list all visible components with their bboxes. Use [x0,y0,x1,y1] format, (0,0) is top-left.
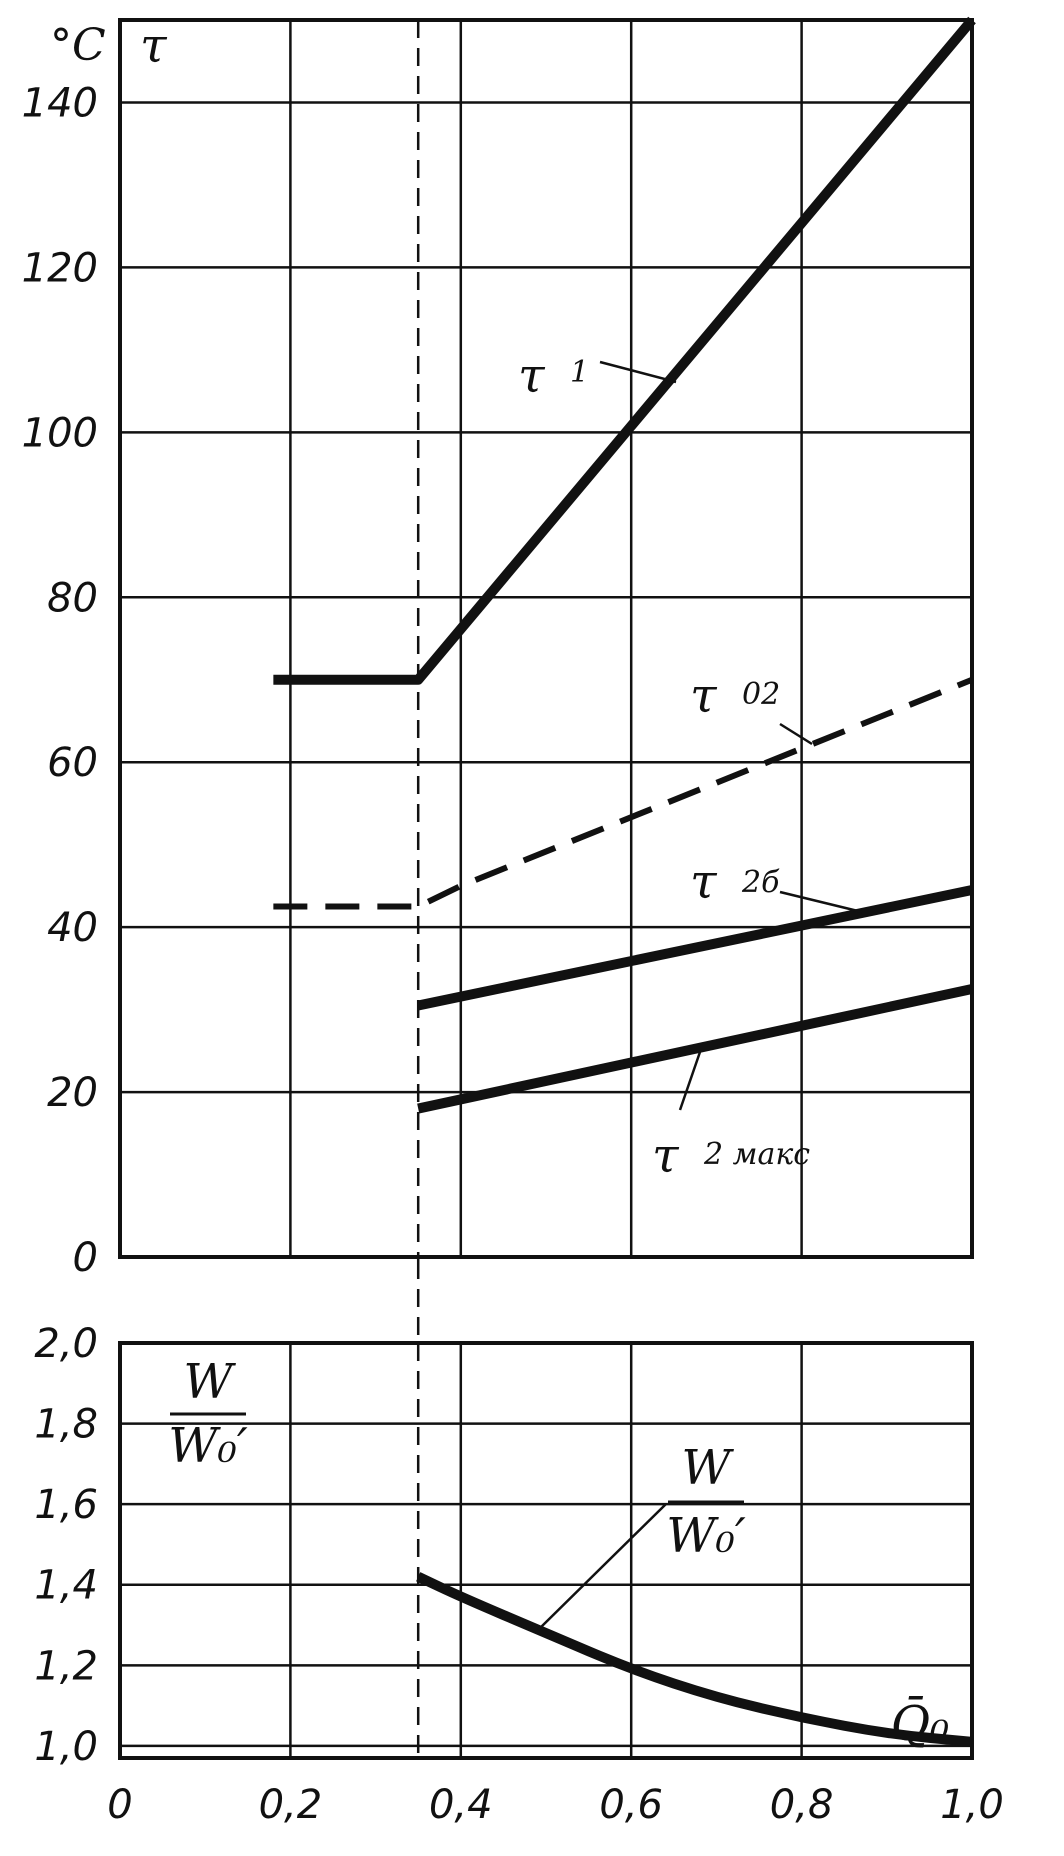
tau1-label-leader [599,360,677,384]
w-ratio-label-leader [537,1503,667,1631]
tau2b-line [417,885,974,1011]
tau02-label-leader [779,722,813,746]
tau2max-label-subscript: 2 макс [703,1137,810,1172]
y-tick-label: 20 [47,1070,98,1116]
y-tick-label: 140 [22,80,98,126]
y-tick-label: 1,4 [34,1563,98,1609]
tau1-label-subscript: 1 [570,355,589,390]
y-tick-label: 100 [22,410,98,456]
x-tick-label: 0 [107,1782,132,1828]
x-tick-label: 0,6 [599,1782,663,1828]
x-tick-label: 0,2 [259,1782,323,1828]
y-label-denominator: W₀′ [168,1418,248,1474]
w-ratio-label-numerator: W [681,1440,734,1496]
x-tick-label: 1,0 [940,1782,1004,1828]
tau2b-label-leader [779,890,863,914]
tau02-label-subscript: 02 [742,677,780,712]
tau2max-line [417,984,974,1114]
y-tick-label: 40 [47,905,98,951]
y-tick-label: 0 [73,1235,98,1281]
y-tick-label: 1,6 [34,1482,98,1528]
y-label-numerator: W [183,1354,236,1410]
flow-ratio-panel: 1,01,21,41,61,82,00 0,2 0,4 0,6 0,8 1,0WW₀′Q̄… [34,1261,1004,1828]
w-ratio-label-denominator: W₀′ [666,1508,746,1564]
tau02-label: τ [690,668,718,724]
y-tick-label: 80 [47,575,98,621]
tau02-line [273,676,974,910]
y-tick-label: 2,0 [34,1321,98,1367]
tau1-label: τ [518,348,546,404]
x-tick-label: 0,8 [770,1782,834,1828]
y-tick-label: 120 [22,245,98,291]
plot-frame [118,18,974,1259]
y-symbol-label: τ [140,18,168,74]
x-tick-label: 0,4 [429,1782,493,1828]
y-tick-label: 1,8 [34,1402,98,1448]
tau2b-label: τ [690,854,718,910]
tau2b-label-subscript: 2б [741,865,780,900]
y-tick-label: 1,0 [34,1724,98,1770]
plot-frame [118,1341,974,1760]
y-tick-label: 60 [47,740,98,786]
tau1-line [273,16,976,685]
w-ratio-curve [416,1572,973,1747]
y-unit-label: °C [50,20,106,71]
tau2max-label: τ [652,1128,680,1184]
tau2max-label-leader [678,1051,702,1111]
y-tick-label: 1,2 [34,1643,98,1689]
